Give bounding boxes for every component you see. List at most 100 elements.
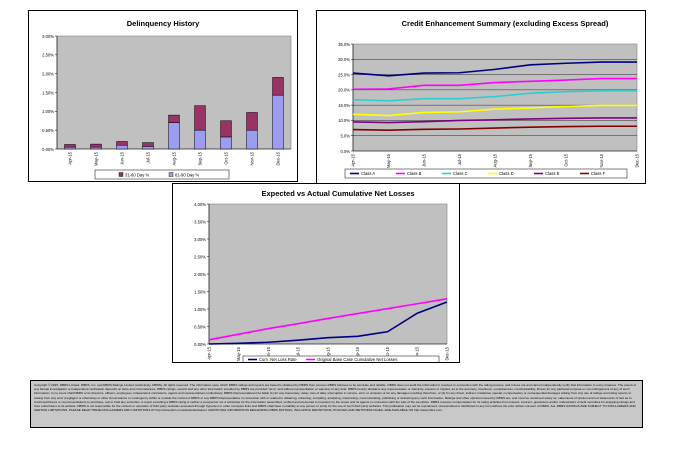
x-tick-label: Oct-15 <box>385 346 390 359</box>
x-tick-label: Sep-15 <box>355 346 360 360</box>
x-tick-label: Nov-15 <box>249 151 254 165</box>
legend-swatch <box>118 172 124 177</box>
legend-label: 31-60 Day % <box>125 173 149 178</box>
legend-label: Class A <box>361 171 375 176</box>
x-tick-label: Jun-15 <box>421 153 426 166</box>
y-tick-label: 15.0% <box>338 103 350 108</box>
x-tick-label: Jul-15 <box>145 151 150 163</box>
bar-31-60-day <box>64 144 76 148</box>
legend-box <box>344 168 628 179</box>
x-tick-label: Oct-15 <box>223 151 228 164</box>
y-tick-label: 2.50% <box>42 53 54 58</box>
y-tick-label: 3.00% <box>194 237 206 242</box>
y-tick-label: 2.00% <box>42 71 54 76</box>
y-tick-label: 35.0% <box>338 42 350 47</box>
y-tick-label: 5.0% <box>340 134 350 139</box>
x-tick-label: Aug-15 <box>325 346 330 360</box>
x-tick-label: May-15 <box>386 153 391 168</box>
credit-enhancement-chart: Credit Enhancement Summary (excluding Ex… <box>338 19 639 179</box>
bar-61-90-day <box>142 146 154 150</box>
x-tick-label: Apr-15 <box>350 153 355 166</box>
y-tick-label: 1.00% <box>42 109 54 114</box>
x-tick-label: Sep-15 <box>528 153 533 167</box>
legend-label: Class F <box>591 171 606 176</box>
x-tick-label: May-15 <box>93 151 98 166</box>
x-tick-label: Apr-15 <box>206 346 211 359</box>
x-tick-label: Sep-15 <box>197 151 202 165</box>
bar-61-90-day <box>246 129 258 150</box>
x-tick-label: Dec-15 <box>444 346 449 360</box>
bar-61-90-day <box>90 146 102 150</box>
legend-label: Original Base Case Cumulative Net Losses <box>317 357 397 362</box>
x-tick-label: May-15 <box>236 346 241 361</box>
y-tick-label: 0.50% <box>42 128 54 133</box>
y-tick-label: 0.00% <box>42 147 54 152</box>
bar-31-60-day <box>272 77 284 96</box>
series-line-class-e <box>352 117 637 124</box>
legend-swatch <box>168 172 174 177</box>
legend-label: Class D <box>499 171 514 176</box>
bar-31-60-day <box>168 114 180 123</box>
series-line-cum-net-loss-rate <box>208 301 448 345</box>
legend: 31-60 Day % 61-90 Day % <box>94 169 230 180</box>
disclaimer-box: Copyright © 2015, DBRS Limited, DBRS, In… <box>30 380 643 428</box>
x-tick-label: Dec-15 <box>634 153 639 167</box>
bar-31-60-day <box>246 112 258 131</box>
x-tick-label: Nov-15 <box>599 153 604 167</box>
y-tick-label: 20.0% <box>338 88 350 93</box>
disclaimer-text: Copyright © 2015, DBRS Limited, DBRS, In… <box>34 383 636 413</box>
delinquency-chart: Delinquency History 0.00% 0.50% 1.00% 1.50% 2… <box>42 19 292 180</box>
x-tick-label: Apr-15 <box>67 151 72 164</box>
x-tick-label: Aug-15 <box>171 151 176 165</box>
chart-title: Expected vs Actual Cumulative Net Losses <box>261 189 414 198</box>
x-tick-label: Aug-15 <box>492 153 497 167</box>
delinquency-chart-panel: Delinquency History 0.00% 0.50% 1.00% 1.50% 2… <box>28 10 298 182</box>
series-line-class-b <box>352 77 637 91</box>
bar-31-60-day <box>90 143 102 148</box>
plot-area <box>352 43 638 152</box>
legend: Class A Class B Class C Class D Class E Class… <box>344 168 628 179</box>
bar-61-90-day <box>168 122 180 150</box>
legend-label: 61-90 Day % <box>175 173 199 178</box>
legend-box <box>94 169 230 180</box>
y-tick-label: 1.00% <box>194 307 206 312</box>
net-losses-chart: Expected vs Actual Cumulative Net Losses… <box>194 189 449 364</box>
y-tick-label: 0.00% <box>194 342 206 347</box>
y-tick-label: 2.50% <box>194 254 206 259</box>
plot-area <box>208 203 448 345</box>
y-tick-label: 0.0% <box>340 149 350 154</box>
x-tick-label: Dec-15 <box>275 151 280 165</box>
y-tick-label: 3.00% <box>42 34 54 39</box>
bar-61-90-day <box>116 144 128 150</box>
y-tick-label: 0.50% <box>194 324 206 329</box>
x-tick-label: Jul-15 <box>457 153 462 165</box>
series-line-original-base-case-cumulative-net-losses <box>208 298 448 341</box>
y-tick-label: 4.00% <box>194 202 206 207</box>
y-tick-label: 3.50% <box>194 219 206 224</box>
y-tick-label: 10.0% <box>338 118 350 123</box>
y-tick-label: 30.0% <box>338 57 350 62</box>
credit-enhancement-chart-panel: Credit Enhancement Summary (excluding Ex… <box>316 10 646 184</box>
x-tick-label: Jul-15 <box>296 346 301 358</box>
series-line-class-a <box>352 61 637 77</box>
bar-61-90-day <box>64 146 76 150</box>
y-tick-label: 25.0% <box>338 72 350 77</box>
bar-31-60-day <box>194 105 206 131</box>
series-line-class-c <box>352 89 637 102</box>
x-tick-label: Oct-15 <box>563 153 568 166</box>
bar-31-60-day <box>220 120 232 138</box>
legend-label: Class B <box>407 171 422 176</box>
legend-label: Class C <box>453 171 468 176</box>
net-losses-chart-panel: Expected vs Actual Cumulative Net Losses… <box>172 183 460 364</box>
chart-title: Credit Enhancement Summary (excluding Ex… <box>402 19 609 28</box>
series-line-class-f <box>352 125 637 132</box>
x-tick-label: Jun-15 <box>119 151 124 164</box>
bar-31-60-day <box>142 142 154 147</box>
bar-61-90-day <box>220 136 232 150</box>
legend-label: Cum. Net Loss Rate <box>259 357 297 362</box>
x-tick-label: Jun-15 <box>266 346 271 359</box>
series-line-class-d <box>352 104 637 117</box>
y-tick-label: 2.00% <box>194 272 206 277</box>
legend: Cum. Net Loss Rate Original Base Case Cum… <box>242 355 440 364</box>
bar-61-90-day <box>194 129 206 150</box>
